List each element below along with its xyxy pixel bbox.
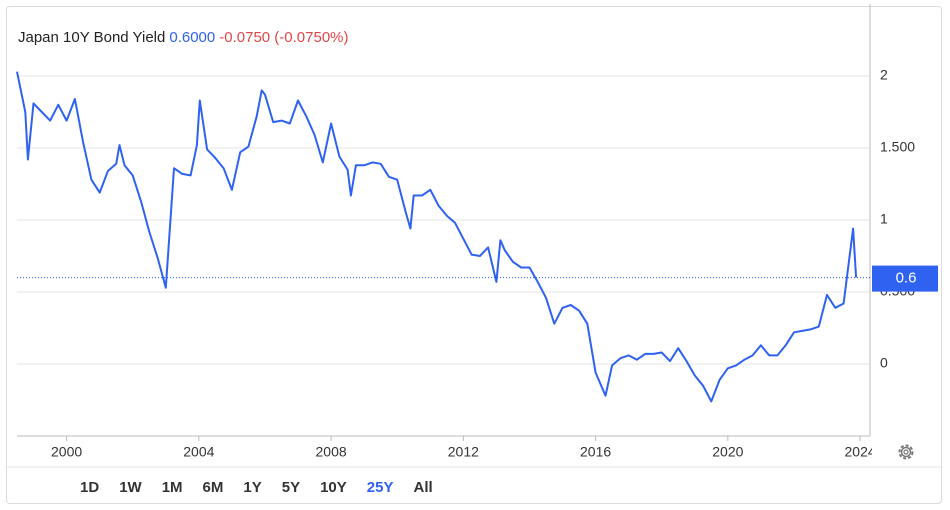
range-button[interactable]: 10Y bbox=[320, 479, 347, 496]
instrument-name: Japan 10Y Bond Yield bbox=[18, 29, 166, 46]
last-value-label: 0.6 bbox=[896, 270, 917, 287]
y-tick-label: 1.500 bbox=[880, 139, 915, 155]
last-price: 0.6000 bbox=[169, 29, 216, 46]
settings-icon[interactable] bbox=[898, 444, 914, 460]
range-toolbar: 1D 1W 1M 6M 1Y 5Y 10Y 25Y All bbox=[80, 479, 453, 496]
y-tick-label: 2 bbox=[880, 67, 888, 83]
range-button[interactable]: 6M bbox=[202, 479, 224, 496]
range-button[interactable]: 25Y bbox=[366, 479, 394, 496]
x-tick-label: 2020 bbox=[712, 444, 743, 460]
x-tick-label: 2012 bbox=[448, 444, 479, 460]
y-tick-label: 0 bbox=[880, 355, 888, 371]
range-button[interactable]: All bbox=[413, 479, 433, 496]
range-button[interactable]: 1W bbox=[119, 479, 142, 496]
price-change: -0.0750 (-0.0750%) bbox=[219, 29, 349, 46]
x-ticks: 2000 2004 2008 2012 2016 2020 2024 bbox=[51, 436, 876, 460]
x-tick-label: 2024 bbox=[845, 444, 876, 460]
range-button[interactable]: 1M bbox=[161, 479, 183, 496]
y-tick-label: 1 bbox=[880, 211, 888, 227]
x-tick-label: 2004 bbox=[183, 444, 214, 460]
range-button[interactable]: 1Y bbox=[243, 479, 262, 496]
series-line bbox=[16, 71, 858, 403]
range-button[interactable]: 5Y bbox=[281, 479, 301, 496]
range-button[interactable]: 1D bbox=[80, 479, 100, 496]
header: Japan 10Y Bond Yield 0.6000 -0.0750 (-0.07… bbox=[18, 29, 353, 46]
x-tick-label: 2008 bbox=[316, 444, 347, 460]
x-tick-label: 2016 bbox=[580, 444, 611, 460]
last-value-badge bbox=[872, 265, 938, 292]
x-tick-label: 2000 bbox=[51, 444, 82, 460]
widget-frame bbox=[6, 6, 942, 504]
